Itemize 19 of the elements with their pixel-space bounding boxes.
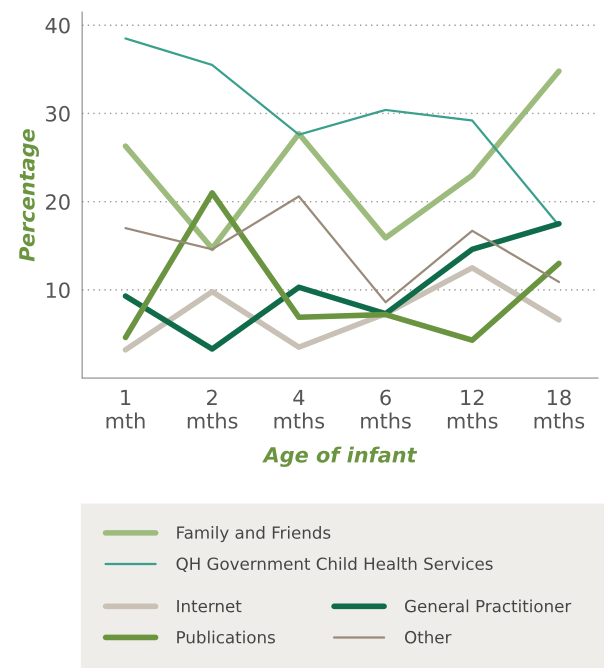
legend-label: Internet [177, 600, 242, 612]
line-series [124, 195, 560, 304]
x-tick-label: 12 mths [448, 390, 498, 429]
x-tick-label: 18 mths [534, 390, 584, 429]
y-tick-label: 40 [46, 18, 70, 34]
legend-label: QH Government Child Health Services [176, 557, 493, 572]
y-axis-title: Percentage [19, 129, 39, 262]
x-tick-label: 1 mth [106, 390, 145, 428]
y-tick-label: 30 [46, 106, 70, 122]
x-tick-label: 2 mths [188, 390, 238, 429]
x-tick-label: 6 mths [361, 390, 411, 429]
legend-label: Publications [177, 630, 275, 644]
x-axis-title: Age of infant [262, 446, 418, 467]
y-tick-label: 10 [46, 282, 70, 298]
legend-label: Family and Friends [177, 526, 330, 542]
legend-label: Other [405, 630, 452, 644]
legend-label: General Practitioner [405, 600, 572, 612]
y-tick-label: 20 [46, 194, 70, 210]
x-tick-label: 4 mths [274, 390, 324, 429]
